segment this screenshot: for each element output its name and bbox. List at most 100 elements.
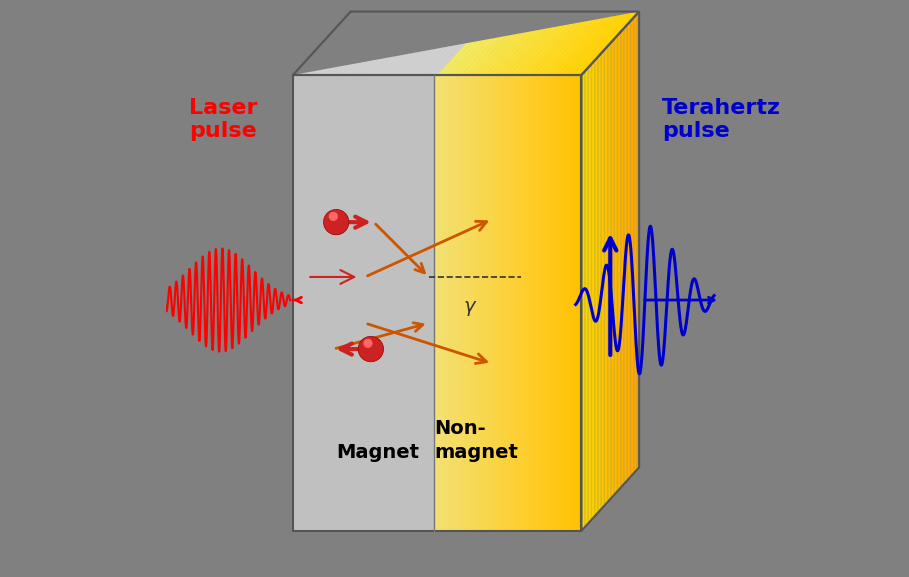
Bar	[464, 75, 466, 531]
Polygon shape	[622, 29, 624, 486]
Polygon shape	[626, 24, 627, 482]
Polygon shape	[583, 72, 584, 529]
Polygon shape	[433, 43, 466, 75]
Bar	[574, 75, 577, 531]
Polygon shape	[612, 40, 614, 497]
Text: Magnet: Magnet	[336, 443, 419, 462]
Polygon shape	[336, 64, 352, 75]
Circle shape	[329, 212, 338, 221]
Polygon shape	[414, 47, 444, 75]
Polygon shape	[500, 28, 547, 75]
Polygon shape	[534, 21, 588, 75]
Polygon shape	[538, 20, 594, 75]
Polygon shape	[609, 43, 610, 501]
Polygon shape	[616, 35, 617, 493]
Polygon shape	[385, 54, 409, 75]
Bar	[550, 75, 553, 531]
Polygon shape	[582, 73, 583, 531]
Polygon shape	[617, 34, 619, 491]
Polygon shape	[593, 61, 594, 518]
Bar	[484, 75, 486, 531]
Polygon shape	[423, 45, 455, 75]
Polygon shape	[585, 69, 587, 526]
Polygon shape	[494, 29, 542, 75]
Polygon shape	[603, 50, 604, 507]
Bar	[566, 75, 570, 531]
Bar	[471, 75, 474, 531]
Polygon shape	[481, 32, 524, 75]
Bar	[449, 75, 452, 531]
Polygon shape	[317, 69, 328, 75]
Polygon shape	[437, 42, 473, 75]
Bar	[518, 75, 521, 531]
Bar	[559, 75, 563, 531]
Polygon shape	[389, 53, 415, 75]
Polygon shape	[572, 13, 634, 75]
Polygon shape	[543, 19, 599, 75]
Polygon shape	[452, 39, 490, 75]
Bar	[540, 75, 543, 531]
Polygon shape	[604, 48, 606, 505]
Polygon shape	[634, 14, 636, 472]
Polygon shape	[599, 54, 600, 512]
Bar	[513, 75, 515, 531]
Bar	[544, 75, 548, 531]
Polygon shape	[303, 72, 311, 75]
Polygon shape	[614, 37, 616, 494]
Bar	[481, 75, 484, 531]
Bar	[488, 75, 491, 531]
Polygon shape	[620, 31, 622, 488]
Bar	[498, 75, 501, 531]
Bar	[436, 75, 440, 531]
Polygon shape	[587, 67, 589, 524]
Bar	[495, 75, 499, 531]
Bar	[527, 75, 531, 531]
Polygon shape	[509, 26, 559, 75]
Bar	[557, 75, 560, 531]
Bar	[525, 75, 528, 531]
Bar	[554, 75, 557, 531]
Polygon shape	[375, 56, 397, 75]
Polygon shape	[597, 56, 599, 514]
Bar	[515, 75, 518, 531]
Bar	[572, 75, 574, 531]
Bar	[452, 75, 454, 531]
Polygon shape	[557, 16, 616, 75]
Polygon shape	[332, 65, 345, 75]
Bar	[442, 75, 445, 531]
Bar	[503, 75, 506, 531]
Bar	[461, 75, 464, 531]
Polygon shape	[589, 66, 590, 523]
Bar	[435, 75, 437, 531]
Bar	[533, 75, 535, 531]
Bar	[505, 75, 508, 531]
Text: Terahertz
pulse: Terahertz pulse	[663, 98, 781, 141]
Polygon shape	[427, 44, 461, 75]
Bar	[579, 75, 582, 531]
Bar	[476, 75, 479, 531]
Polygon shape	[576, 12, 640, 75]
Polygon shape	[548, 18, 605, 75]
Bar	[474, 75, 476, 531]
Polygon shape	[632, 18, 634, 475]
Bar	[510, 75, 514, 531]
Polygon shape	[360, 59, 380, 75]
Polygon shape	[326, 66, 340, 75]
Polygon shape	[408, 48, 438, 75]
Bar	[552, 75, 555, 531]
Polygon shape	[610, 42, 612, 499]
Polygon shape	[418, 46, 449, 75]
Polygon shape	[471, 35, 513, 75]
Bar	[523, 75, 525, 531]
Bar	[501, 75, 504, 531]
Polygon shape	[404, 50, 432, 75]
Polygon shape	[619, 32, 620, 489]
Polygon shape	[312, 70, 323, 75]
Polygon shape	[399, 51, 426, 75]
Polygon shape	[394, 51, 421, 75]
Polygon shape	[293, 75, 435, 531]
Bar	[491, 75, 494, 531]
Polygon shape	[298, 73, 305, 75]
Polygon shape	[638, 12, 639, 469]
Bar	[534, 75, 538, 531]
